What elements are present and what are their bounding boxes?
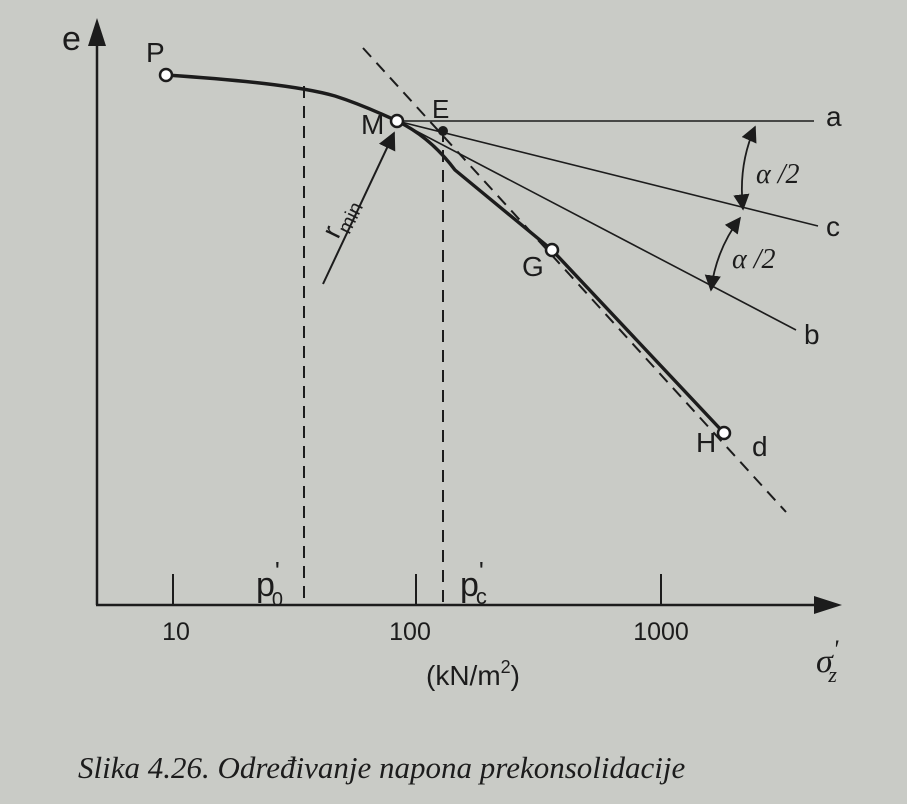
y-axis-arrow-icon — [88, 18, 106, 46]
p0-label: p' 0 — [256, 556, 283, 611]
line-b-label: b — [804, 319, 820, 350]
line-c-label: c — [826, 211, 840, 242]
angle-label-upper: α /2 — [756, 159, 799, 190]
point-H-label: H — [696, 427, 716, 458]
compression-curve — [165, 73, 726, 435]
rmin-arrow — [322, 131, 396, 285]
pc-label: p' c — [460, 556, 487, 609]
point-E-marker — [438, 126, 448, 136]
point-H-marker — [716, 425, 732, 441]
point-P-marker — [158, 67, 174, 83]
x-tick-label-1000: 1000 — [633, 618, 689, 646]
rmin-label: rmin — [316, 192, 368, 246]
x-axis-arrow-icon — [814, 596, 842, 614]
line-a-label: a — [826, 101, 842, 132]
line-d-label: d — [752, 431, 768, 462]
angle-arc-lower — [704, 216, 741, 292]
x-tick-label-10: 10 — [162, 618, 190, 646]
angle-arc-upper — [733, 125, 757, 211]
y-axis-label: e — [62, 20, 81, 58]
x-axis-unit: (kN/m2) — [426, 657, 520, 691]
point-P-label: P — [146, 37, 165, 68]
angle-label-lower: α /2 — [732, 244, 775, 275]
point-E-label: E — [432, 94, 449, 124]
x-tick-label-100: 100 — [389, 618, 431, 646]
point-M-marker — [389, 113, 405, 129]
x-axis-label: σ' z — [816, 635, 839, 687]
point-M-label: M — [361, 109, 384, 140]
point-G-marker — [544, 242, 560, 258]
compression-line-extension — [362, 47, 787, 513]
point-G-label: G — [522, 251, 544, 282]
figure-caption: Slika 4.26. Određivanje napona prekonsol… — [78, 750, 685, 785]
line-b — [396, 120, 797, 331]
